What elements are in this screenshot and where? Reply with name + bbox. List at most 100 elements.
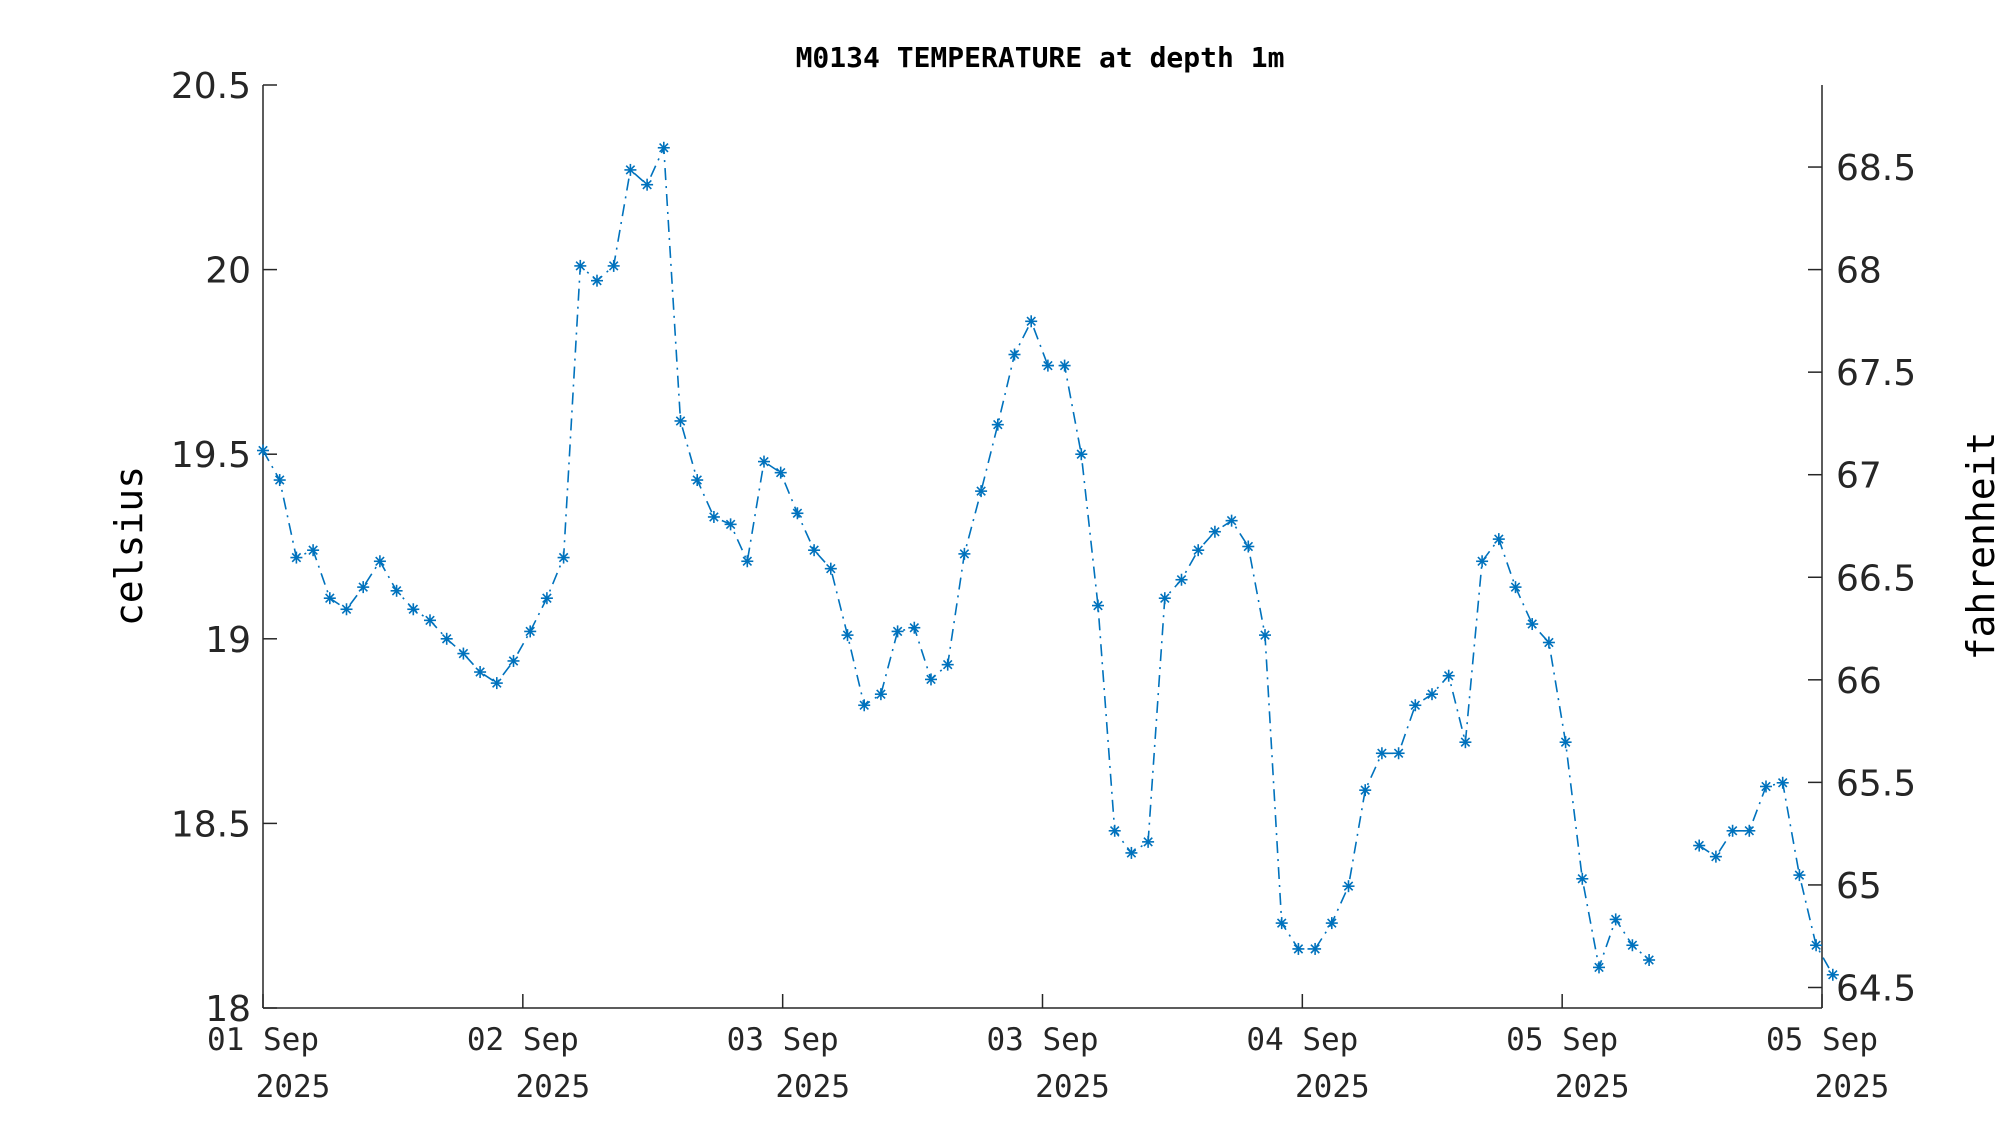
data-point [1242, 540, 1255, 553]
y-axis-label-left: celsius [107, 466, 151, 626]
data-point [791, 507, 804, 520]
y-right-tick-label: 68.5 [1836, 148, 1916, 189]
y-right-tick-label: 68 [1836, 251, 1882, 292]
temperature-series [257, 141, 1839, 981]
data-point [1776, 776, 1789, 789]
data-point [958, 547, 971, 560]
data-point [1542, 636, 1555, 649]
data-point [624, 163, 637, 176]
data-point [674, 414, 687, 427]
data-point [741, 555, 754, 568]
data-point [273, 474, 286, 487]
axes [262, 85, 1823, 1009]
data-point [1709, 850, 1722, 863]
x-tick-day: 03 Sep [727, 1022, 839, 1058]
data-point [1342, 880, 1355, 893]
data-point [774, 466, 787, 479]
x-tick-year: 2025 [1295, 1069, 1370, 1105]
data-point [490, 677, 503, 690]
data-point [691, 474, 704, 487]
data-point [891, 625, 904, 638]
right-y-ticks: 64.5 65 65.5 66 66.5 67 67.5 68 68.5 [1808, 148, 1916, 1009]
data-point [858, 699, 871, 712]
data-point [1743, 824, 1756, 837]
data-point [1509, 581, 1522, 594]
y-tick-label: 20 [205, 251, 251, 292]
data-point [307, 544, 320, 557]
y-right-tick-label: 66 [1836, 661, 1882, 702]
x-tick-day: 01 Sep [207, 1022, 319, 1058]
data-point [1075, 448, 1088, 461]
data-point [1626, 939, 1639, 952]
y-right-tick-label: 65 [1836, 866, 1882, 907]
x-tick-day: 04 Sep [1246, 1022, 1358, 1058]
data-point [841, 629, 854, 642]
data-point [1309, 942, 1322, 955]
data-point [290, 551, 303, 564]
x-tick-year: 2025 [1035, 1069, 1110, 1105]
data-point [1259, 629, 1271, 642]
data-point [574, 259, 587, 272]
data-point [908, 621, 921, 634]
data-point [407, 603, 420, 616]
x-tick-year: 2025 [1555, 1069, 1630, 1105]
data-point [1559, 736, 1572, 749]
data-point [1392, 747, 1405, 760]
data-point [1826, 968, 1839, 981]
data-point [1142, 835, 1155, 848]
data-point [373, 555, 386, 568]
data-point [1643, 954, 1656, 967]
data-point [724, 518, 737, 531]
data-point [824, 562, 837, 575]
data-point [1409, 699, 1422, 712]
data-point [1526, 618, 1539, 631]
data-point [1225, 514, 1238, 527]
data-point [540, 592, 553, 605]
y-tick-label: 19 [205, 620, 251, 661]
x-tick-day: 03 Sep [987, 1022, 1099, 1058]
y-right-tick-label: 64.5 [1836, 968, 1916, 1009]
data-point [424, 614, 436, 627]
data-point [607, 259, 620, 272]
data-point [357, 581, 370, 594]
data-point [340, 603, 353, 616]
data-point [758, 455, 770, 468]
data-point [1025, 315, 1038, 328]
data-point [1008, 348, 1021, 361]
data-point [1593, 961, 1605, 974]
y-right-tick-label: 66.5 [1836, 558, 1916, 599]
data-point [657, 141, 670, 154]
data-point [1108, 824, 1121, 837]
data-point [440, 632, 453, 645]
data-point [1793, 869, 1806, 882]
chart-title: M0134 TEMPERATURE at depth 1m [796, 41, 1285, 74]
data-point [1442, 669, 1455, 682]
data-point [1275, 917, 1288, 930]
data-point [1693, 839, 1706, 852]
data-point [323, 592, 336, 605]
y-tick-label: 18 [205, 989, 251, 1030]
data-point [1459, 736, 1472, 749]
data-point [1760, 780, 1772, 793]
y-axis-label-right: fahrenheit [1959, 432, 2000, 661]
x-tick-year: 2025 [516, 1069, 591, 1105]
data-point [1208, 525, 1221, 538]
data-point [1609, 913, 1622, 926]
data-point [557, 551, 570, 564]
data-point [591, 274, 603, 287]
y-right-tick-label: 67.5 [1836, 353, 1916, 394]
data-point [1375, 747, 1388, 760]
data-point [1092, 599, 1104, 612]
data-point [1359, 784, 1372, 797]
data-point [390, 584, 403, 597]
x-tick-day: 05 Sep [1506, 1022, 1618, 1058]
y-right-tick-label: 67 [1836, 456, 1882, 497]
data-point [641, 178, 654, 191]
data-point [1125, 846, 1138, 859]
data-point [257, 444, 269, 457]
data-point [991, 418, 1004, 431]
x-ticks: 01 Sep 2025 02 Sep 2025 03 Sep 2025 03 Sep 2025… [207, 994, 1889, 1105]
x-tick-year: 2025 [1815, 1069, 1890, 1105]
data-point [1041, 359, 1054, 372]
